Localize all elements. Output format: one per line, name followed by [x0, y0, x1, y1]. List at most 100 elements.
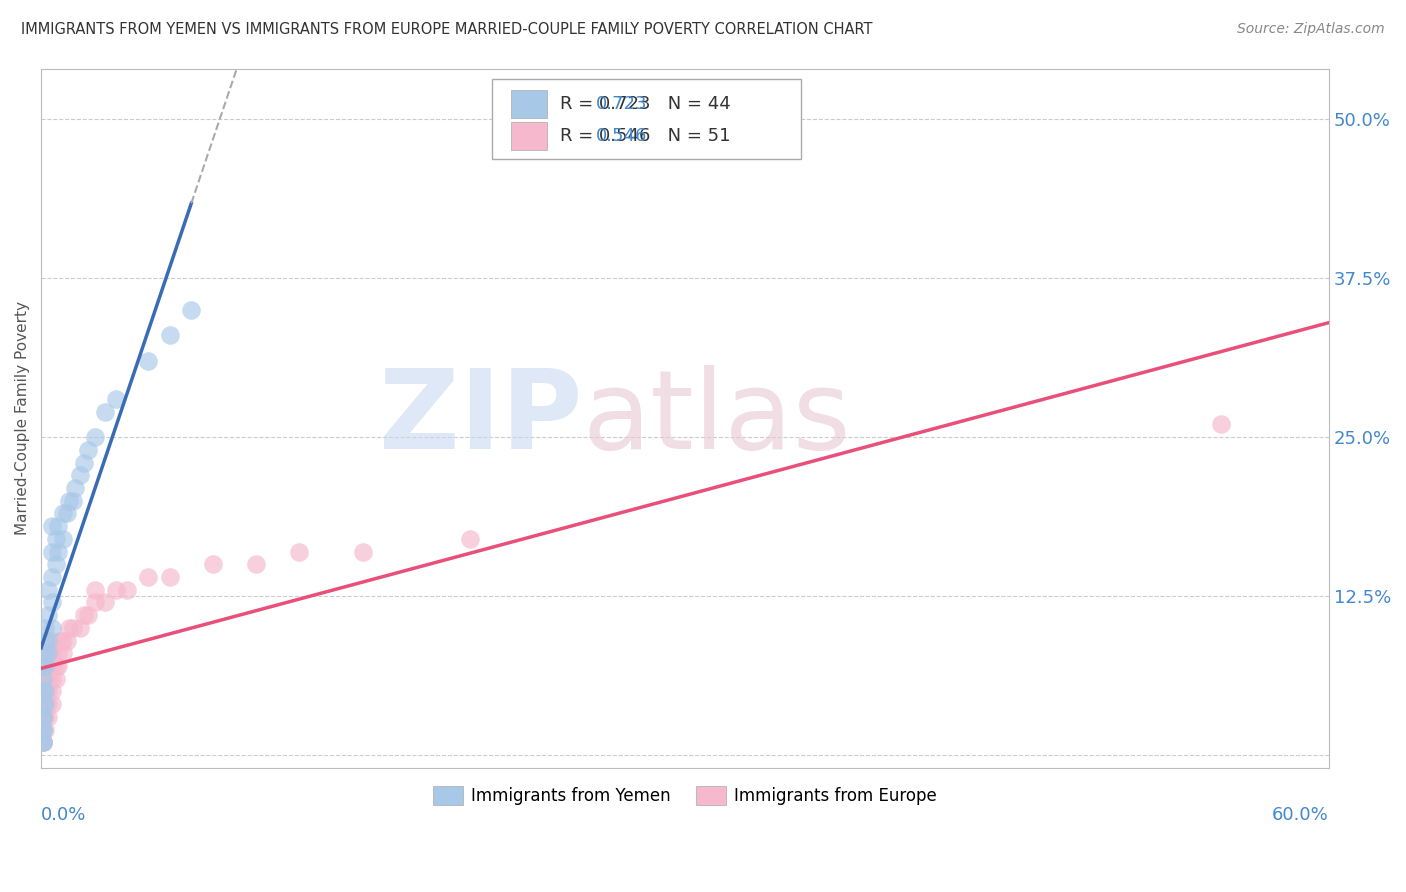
- Point: [32, 710, 55, 724]
- Point: [46, 646, 69, 660]
- Point: [32, 697, 55, 711]
- Point: [37, 659, 59, 673]
- Point: [1211, 417, 1233, 432]
- Point: [34, 697, 56, 711]
- Point: [37, 608, 59, 623]
- Point: [34, 646, 56, 660]
- Point: [34, 697, 56, 711]
- Point: [46, 659, 69, 673]
- Point: [45, 672, 67, 686]
- Point: [45, 659, 67, 673]
- Point: [34, 621, 56, 635]
- Point: [159, 328, 181, 343]
- Text: 0.0%: 0.0%: [41, 806, 87, 824]
- Point: [37, 646, 59, 660]
- Point: [45, 532, 67, 546]
- Point: [41, 646, 63, 660]
- Point: [159, 570, 181, 584]
- Point: [201, 558, 224, 572]
- Point: [73, 456, 96, 470]
- Point: [49, 633, 72, 648]
- Point: [32, 735, 55, 749]
- Point: [37, 710, 59, 724]
- Point: [32, 684, 55, 698]
- Point: [37, 633, 59, 648]
- Point: [32, 684, 55, 698]
- Point: [41, 570, 63, 584]
- Point: [65, 481, 87, 495]
- Point: [62, 493, 84, 508]
- Point: [32, 735, 55, 749]
- Point: [56, 633, 79, 648]
- Point: [41, 684, 63, 698]
- Text: Source: ZipAtlas.com: Source: ZipAtlas.com: [1237, 22, 1385, 37]
- Point: [46, 544, 69, 558]
- FancyBboxPatch shape: [512, 90, 547, 118]
- FancyBboxPatch shape: [492, 79, 801, 160]
- Point: [37, 684, 59, 698]
- Point: [460, 532, 482, 546]
- Legend: Immigrants from Yemen, Immigrants from Europe: Immigrants from Yemen, Immigrants from E…: [426, 780, 943, 812]
- Point: [83, 595, 105, 609]
- Point: [34, 659, 56, 673]
- Point: [34, 684, 56, 698]
- Point: [32, 723, 55, 737]
- Point: [32, 659, 55, 673]
- Point: [83, 430, 105, 444]
- Point: [34, 672, 56, 686]
- Point: [32, 735, 55, 749]
- Point: [52, 633, 75, 648]
- Point: [94, 595, 117, 609]
- Point: [77, 608, 100, 623]
- Point: [32, 723, 55, 737]
- Point: [58, 493, 80, 508]
- Point: [56, 507, 79, 521]
- Point: [32, 735, 55, 749]
- Point: [37, 646, 59, 660]
- Point: [41, 672, 63, 686]
- Point: [37, 582, 59, 597]
- Point: [37, 672, 59, 686]
- Point: [34, 684, 56, 698]
- Text: R = 0.723   N = 44: R = 0.723 N = 44: [560, 95, 731, 113]
- Point: [41, 519, 63, 533]
- Text: atlas: atlas: [582, 365, 851, 472]
- Point: [115, 582, 138, 597]
- Point: [41, 621, 63, 635]
- Point: [34, 710, 56, 724]
- Point: [41, 544, 63, 558]
- Point: [41, 633, 63, 648]
- Text: ZIP: ZIP: [378, 365, 582, 472]
- Text: 0.723: 0.723: [596, 95, 648, 113]
- Point: [34, 633, 56, 648]
- Point: [352, 544, 374, 558]
- Point: [77, 442, 100, 457]
- FancyBboxPatch shape: [512, 122, 547, 151]
- Point: [138, 570, 160, 584]
- Point: [58, 621, 80, 635]
- Point: [52, 532, 75, 546]
- Point: [94, 405, 117, 419]
- Point: [73, 608, 96, 623]
- Point: [52, 646, 75, 660]
- Point: [41, 659, 63, 673]
- Point: [46, 519, 69, 533]
- Point: [245, 558, 267, 572]
- Point: [105, 392, 128, 406]
- Point: [32, 697, 55, 711]
- Point: [287, 544, 309, 558]
- Point: [34, 723, 56, 737]
- Point: [37, 697, 59, 711]
- Text: R = 0.546   N = 51: R = 0.546 N = 51: [560, 128, 731, 145]
- Point: [32, 710, 55, 724]
- Point: [45, 558, 67, 572]
- Point: [138, 354, 160, 368]
- Point: [83, 582, 105, 597]
- Point: [32, 672, 55, 686]
- Text: 60.0%: 60.0%: [1272, 806, 1329, 824]
- Point: [180, 303, 202, 318]
- Point: [41, 595, 63, 609]
- Point: [32, 723, 55, 737]
- Text: 0.546: 0.546: [596, 128, 648, 145]
- Text: IMMIGRANTS FROM YEMEN VS IMMIGRANTS FROM EUROPE MARRIED-COUPLE FAMILY POVERTY CO: IMMIGRANTS FROM YEMEN VS IMMIGRANTS FROM…: [21, 22, 873, 37]
